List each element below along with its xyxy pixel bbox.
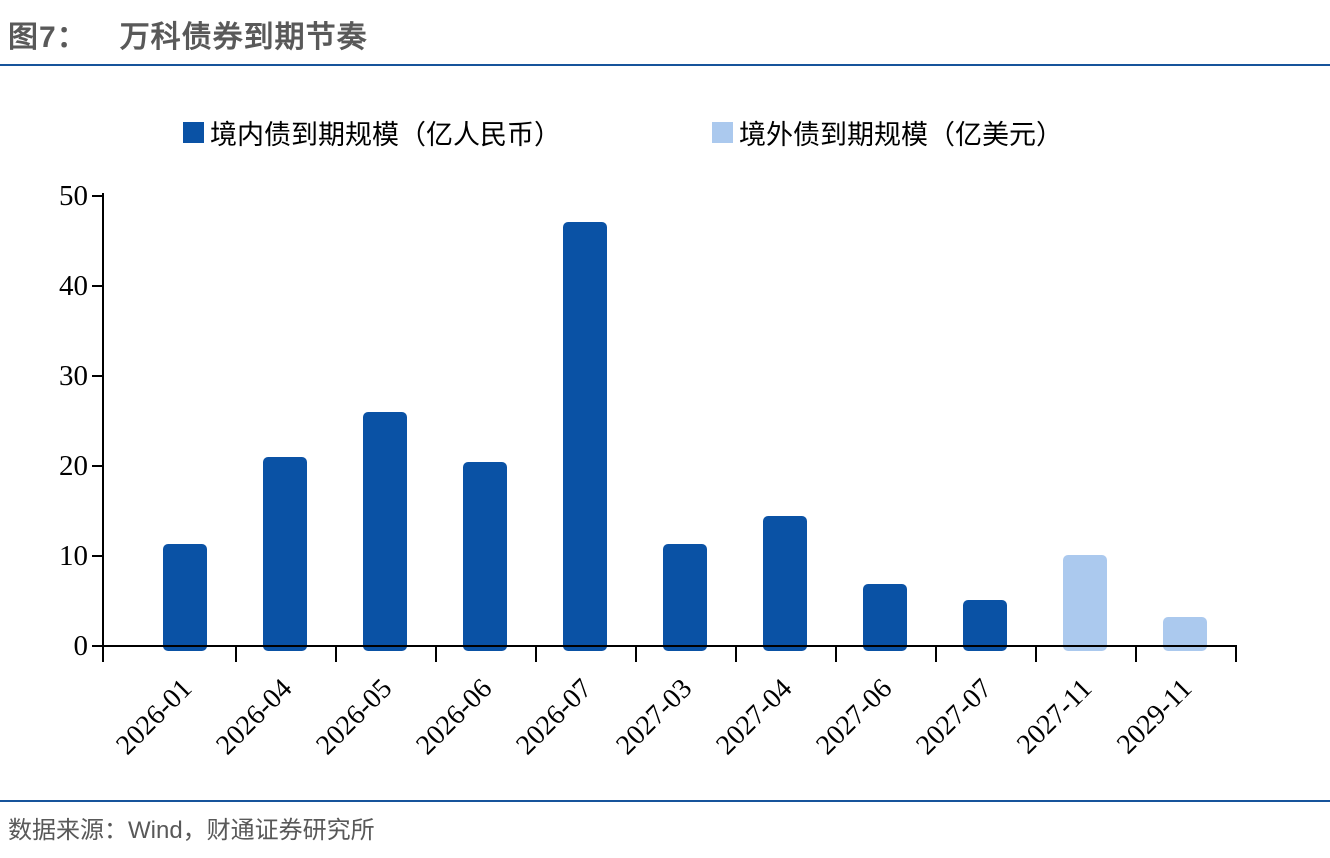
bar-2027-07: [963, 600, 1007, 651]
x-axis-tick: [1235, 647, 1237, 662]
x-axis-label-2026-01: 2026-01: [110, 673, 198, 761]
x-axis-tick: [335, 647, 337, 662]
x-axis-tick: [1035, 647, 1037, 662]
y-axis-tick-label: 20: [59, 450, 88, 482]
x-axis-tick: [635, 647, 637, 662]
bar-2027-04: [763, 516, 807, 651]
y-axis-tick: [92, 195, 102, 197]
y-axis-line: [102, 193, 104, 647]
bottom-divider: [0, 800, 1330, 802]
y-axis-tick-label: 30: [59, 360, 88, 392]
legend-item-offshore: 境外债到期规模（亿美元）: [712, 113, 1063, 152]
data-source-note: 数据来源：Wind，财通证券研究所: [8, 817, 375, 844]
x-axis-label-2027-06: 2027-06: [810, 673, 898, 761]
x-axis-tick: [235, 647, 237, 662]
x-axis-label-2027-03: 2027-03: [610, 673, 698, 761]
bar-2027-06: [863, 583, 907, 651]
offshore-legend-label: 境外债到期规模（亿美元）: [739, 120, 1063, 150]
page-title: 万科债券到期节奏: [119, 21, 368, 54]
x-axis-label-2026-06: 2026-06: [410, 673, 498, 761]
top-divider: [0, 64, 1330, 66]
y-axis-tick: [92, 555, 102, 557]
x-axis-label-2029-11: 2029-11: [1110, 673, 1198, 761]
bar-2026-07: [563, 222, 607, 651]
domestic-legend-label: 境内债到期规模（亿人民币）: [210, 120, 561, 150]
y-axis-tick-label: 0: [73, 630, 89, 662]
x-axis-tick: [835, 647, 837, 662]
legend-item-domestic: 境内债到期规模（亿人民币）: [183, 113, 561, 152]
figure-label: 图7：: [8, 21, 88, 54]
bar-2027-03: [663, 544, 707, 651]
bar-2026-04: [263, 456, 307, 651]
x-axis-label-2026-04: 2026-04: [210, 673, 298, 761]
x-axis-label-2026-07: 2026-07: [510, 673, 598, 761]
y-axis-tick: [92, 465, 102, 467]
bar-2027-11: [1063, 555, 1107, 651]
x-axis-tick: [435, 647, 437, 662]
x-axis-tick: [102, 647, 104, 662]
x-axis-label-2026-05: 2026-05: [310, 673, 398, 761]
x-axis-line: [102, 645, 1237, 647]
x-axis-label-2027-11: 2027-11: [1010, 673, 1098, 761]
bar-2026-06: [463, 462, 507, 651]
figure-title-row: 图7： 万科债券到期节奏: [8, 12, 368, 56]
y-axis-tick-label: 10: [59, 540, 88, 572]
offshore-legend-swatch: [712, 122, 733, 143]
y-axis-tick-label: 40: [59, 270, 88, 302]
x-axis-tick: [735, 647, 737, 662]
x-axis-tick: [935, 647, 937, 662]
x-axis-label-2027-07: 2027-07: [910, 673, 998, 761]
bar-2026-05: [363, 411, 407, 651]
y-axis-tick: [92, 285, 102, 287]
y-axis-tick: [92, 375, 102, 377]
x-axis-tick: [535, 647, 537, 662]
x-axis-label-2027-04: 2027-04: [710, 673, 798, 761]
domestic-legend-swatch: [183, 122, 204, 143]
y-axis-tick-label: 50: [59, 180, 88, 212]
bar-2026-01: [163, 544, 207, 651]
y-axis-tick: [92, 645, 102, 647]
x-axis-tick: [1135, 647, 1137, 662]
